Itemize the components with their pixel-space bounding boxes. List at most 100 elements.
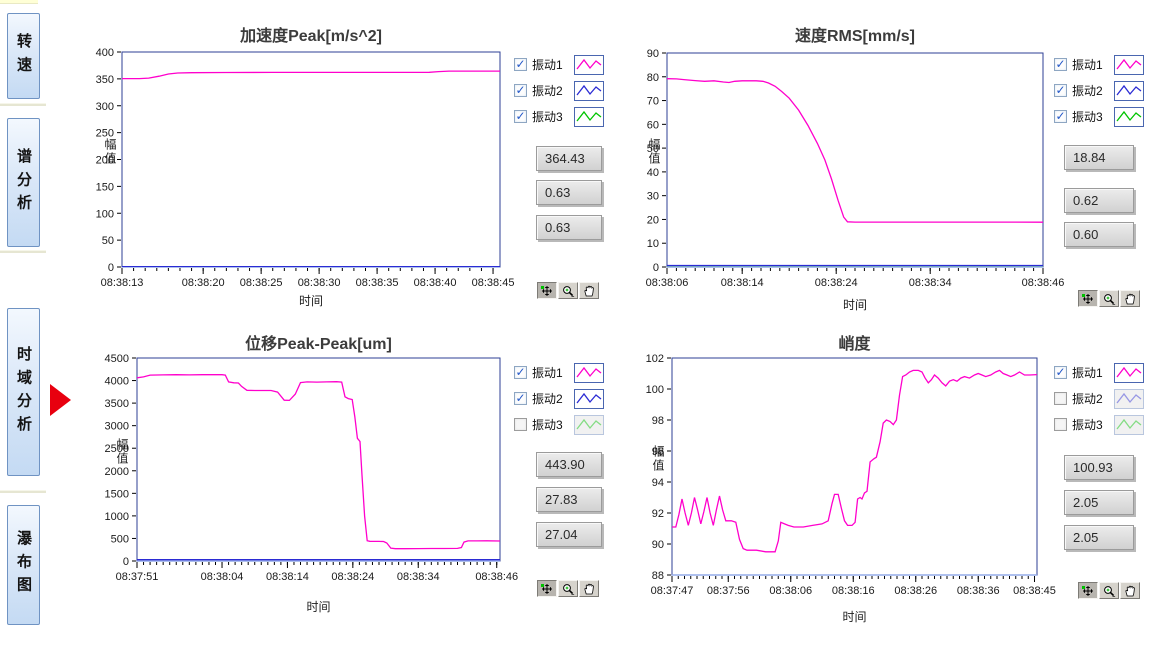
svg-text:100: 100 xyxy=(646,384,664,396)
pan-tool-button[interactable] xyxy=(1120,290,1140,307)
plot-area[interactable]: 88 90 92 94 96 98 100 102 08:37:47 08:37:56 08:38:… xyxy=(640,320,1152,650)
svg-text:400: 400 xyxy=(96,47,114,59)
sidebar-item-rotation-speed[interactable]: 转速 xyxy=(7,13,40,99)
legend-line-swatch[interactable] xyxy=(1114,414,1144,435)
chart-title: 峭度 xyxy=(838,336,871,353)
svg-text:98: 98 xyxy=(652,415,664,427)
legend-line-swatch[interactable] xyxy=(1114,388,1144,409)
legend-checkbox[interactable]: ✓ xyxy=(514,391,527,405)
legend-item: ✓ 振动1 xyxy=(514,362,604,383)
zoom-tool-button[interactable] xyxy=(1099,290,1119,307)
x-axis-label: 时间 xyxy=(842,298,868,312)
sidebar-item-time-domain-analysis[interactable]: 时域分析 xyxy=(7,308,40,476)
svg-text:90: 90 xyxy=(652,539,664,551)
legend-checkbox[interactable]: ✓ xyxy=(514,365,527,379)
legend-line-swatch[interactable] xyxy=(574,106,604,127)
zoom-tool-button[interactable] xyxy=(558,282,578,299)
svg-text:20: 20 xyxy=(647,214,659,226)
graph-toolbar xyxy=(1078,290,1140,307)
indicator-value: 2.05 xyxy=(1064,525,1134,550)
chart-title: 速度RMS[mm/s] xyxy=(794,28,916,45)
svg-text:3500: 3500 xyxy=(105,398,129,410)
chart-title: 加速度Peak[m/s^2] xyxy=(240,28,382,45)
svg-text:3000: 3000 xyxy=(105,421,129,433)
legend-label: 振动2 xyxy=(532,392,563,406)
sidebar-item-waterfall-plot[interactable]: 瀑布图 xyxy=(7,505,40,625)
plot-area[interactable]: 0 10 20 30 40 50 60 70 80 90 08:38:06 08:38:14 08:38… xyxy=(640,10,1152,322)
chart-panel: 0 10 20 30 40 50 60 70 80 90 08:38:06 08:38:14 08:38… xyxy=(640,10,1152,322)
pan-tool-button[interactable] xyxy=(579,580,599,597)
svg-text:2000: 2000 xyxy=(105,466,129,478)
legend-checkbox[interactable]: ✓ xyxy=(514,418,527,431)
svg-text:80: 80 xyxy=(647,72,659,84)
indicator-value: 0.63 xyxy=(536,180,602,205)
legend-item: ✓ 振动3 xyxy=(1054,414,1144,435)
legend-checkbox[interactable]: ✓ xyxy=(1054,365,1067,379)
svg-text:96: 96 xyxy=(652,446,664,458)
svg-text:0: 0 xyxy=(108,262,114,274)
svg-text:08:38:26: 08:38:26 xyxy=(894,585,937,597)
svg-text:08:37:47: 08:37:47 xyxy=(651,585,694,597)
svg-text:4500: 4500 xyxy=(105,353,129,365)
x-axis-label: 时间 xyxy=(298,294,324,308)
cursor-tool-button[interactable] xyxy=(537,282,557,299)
legend-checkbox[interactable]: ✓ xyxy=(1054,109,1067,123)
chart-legend: ✓ 振动1 ✓ 振动2 ✓ 振动3 xyxy=(514,362,604,440)
legend-checkbox[interactable]: ✓ xyxy=(1054,83,1067,97)
chart-panel: 0 500 1000 1500 2000 2500 3000 3500 4000 4500 08:3… xyxy=(90,320,650,650)
svg-text:08:37:56: 08:37:56 xyxy=(707,585,750,597)
legend-line-swatch[interactable] xyxy=(574,414,604,435)
svg-text:4000: 4000 xyxy=(105,376,129,388)
svg-text:08:38:06: 08:38:06 xyxy=(769,585,812,597)
legend-line-swatch[interactable] xyxy=(574,54,604,75)
svg-text:50: 50 xyxy=(647,143,659,155)
cursor-tool-button[interactable] xyxy=(1078,290,1098,307)
pan-tool-button[interactable] xyxy=(579,282,599,299)
indicator-value: 27.83 xyxy=(536,487,602,512)
legend-checkbox[interactable]: ✓ xyxy=(514,83,527,97)
legend-label: 振动3 xyxy=(1072,418,1103,432)
legend-line-swatch[interactable] xyxy=(1114,106,1144,127)
zoom-magnifier-icon xyxy=(563,285,575,297)
svg-text:08:38:20: 08:38:20 xyxy=(182,277,225,289)
svg-text:08:38:13: 08:38:13 xyxy=(101,277,144,289)
legend-line-swatch[interactable] xyxy=(1114,80,1144,101)
svg-text:10: 10 xyxy=(647,238,659,250)
legend-checkbox[interactable]: ✓ xyxy=(1054,392,1067,405)
legend-label: 振动1 xyxy=(532,366,563,380)
legend-checkbox[interactable]: ✓ xyxy=(514,57,527,71)
cursor-tool-button[interactable] xyxy=(537,580,557,597)
legend-line-swatch[interactable] xyxy=(574,388,604,409)
svg-text:08:38:24: 08:38:24 xyxy=(331,571,374,583)
crosshair-cursor-icon xyxy=(541,583,552,594)
graph-toolbar xyxy=(537,580,599,597)
zoom-tool-button[interactable] xyxy=(558,580,578,597)
sidebar-item-spectrum-analysis[interactable]: 谱分析 xyxy=(7,118,40,247)
svg-text:60: 60 xyxy=(647,119,659,131)
legend-label: 振动1 xyxy=(532,58,563,72)
legend-line-swatch[interactable] xyxy=(574,362,604,383)
zoom-tool-button[interactable] xyxy=(1099,582,1119,599)
separator xyxy=(0,490,46,493)
legend-checkbox[interactable]: ✓ xyxy=(514,109,527,123)
svg-text:250: 250 xyxy=(96,128,114,140)
svg-text:70: 70 xyxy=(647,96,659,108)
plot-area[interactable]: 0 500 1000 1500 2000 2500 3000 3500 4000 4500 08:3… xyxy=(90,320,650,650)
legend-line-swatch[interactable] xyxy=(574,80,604,101)
active-section-arrow-icon xyxy=(50,384,71,416)
legend-label: 振动2 xyxy=(1072,392,1103,406)
legend-item: ✓ 振动2 xyxy=(1054,80,1144,101)
indicator-value: 443.90 xyxy=(536,452,602,477)
legend-line-swatch[interactable] xyxy=(1114,54,1144,75)
legend-line-swatch[interactable] xyxy=(1114,362,1144,383)
legend-checkbox[interactable]: ✓ xyxy=(1054,57,1067,71)
y-axis-label: 幅值 xyxy=(647,138,661,166)
legend-label: 振动3 xyxy=(532,110,563,124)
cursor-tool-button[interactable] xyxy=(1078,582,1098,599)
legend-checkbox[interactable]: ✓ xyxy=(1054,418,1067,431)
pan-hand-icon xyxy=(584,583,594,594)
legend-item: ✓ 振动1 xyxy=(1054,54,1144,75)
legend-item: ✓ 振动3 xyxy=(514,106,604,127)
pan-tool-button[interactable] xyxy=(1120,582,1140,599)
plot-area[interactable]: 0 50 100 150 200 250 300 350 400 08:38:13 08:38:20… xyxy=(90,10,650,322)
